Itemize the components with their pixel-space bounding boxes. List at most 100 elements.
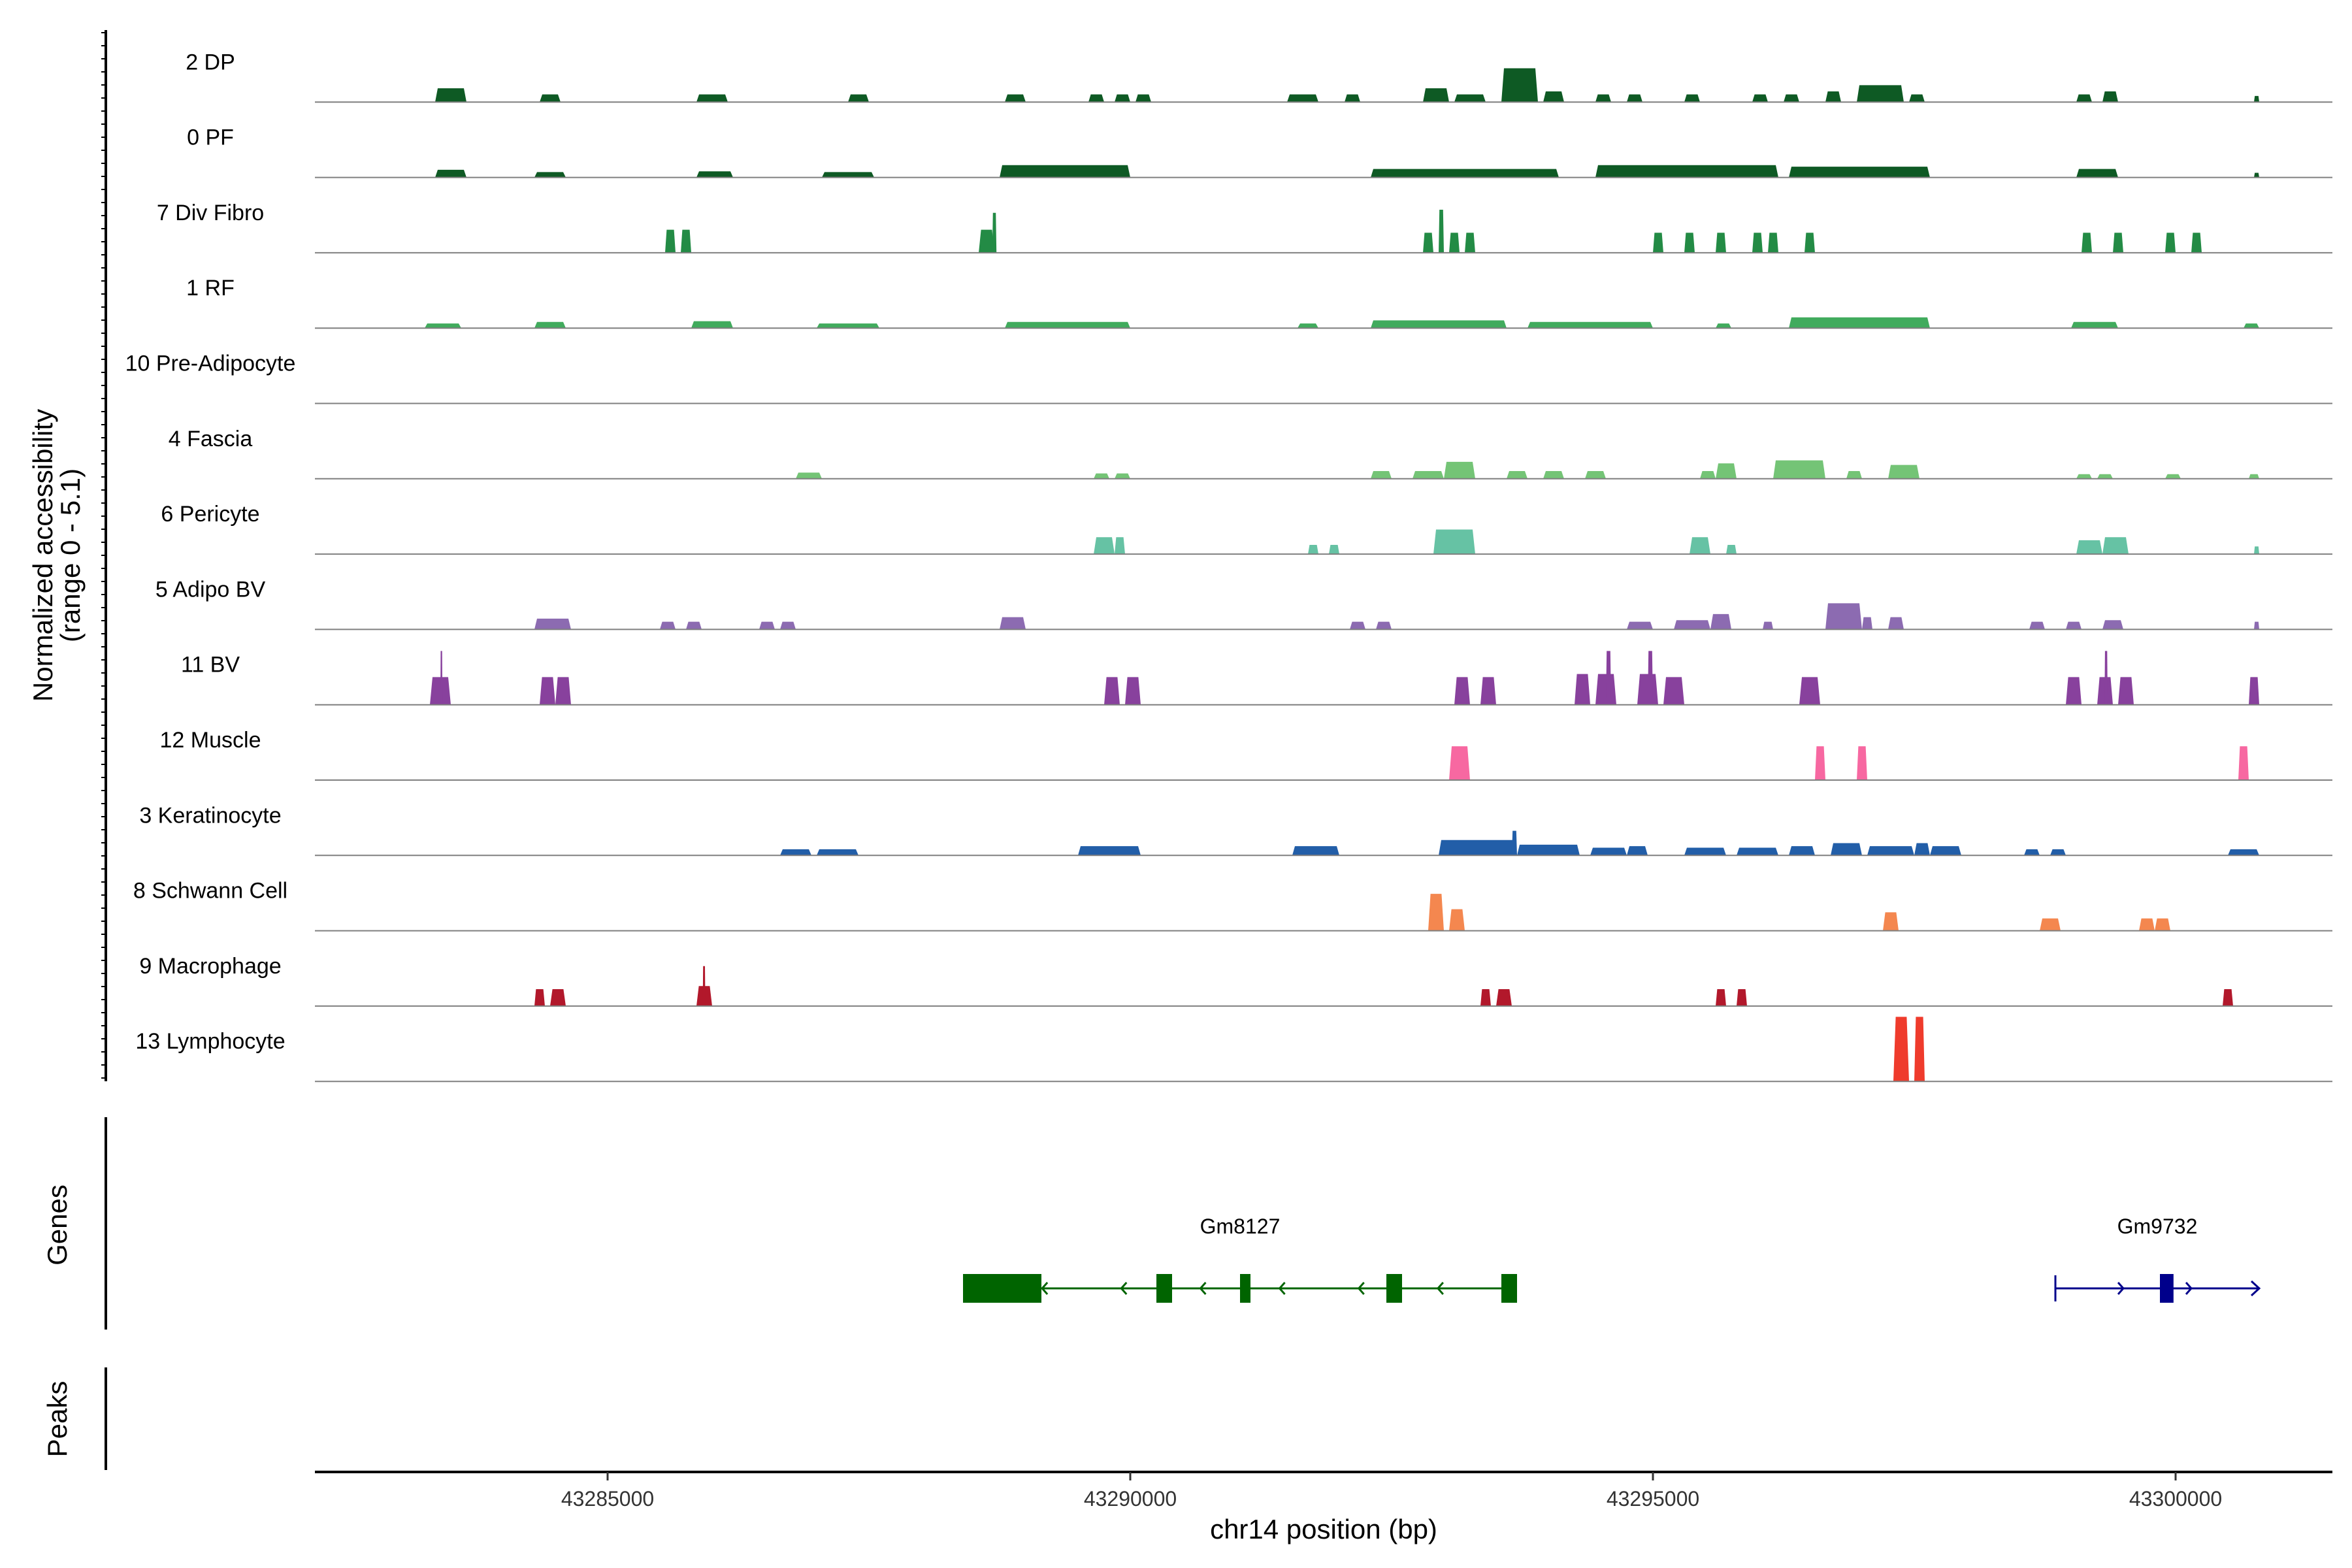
accessibility-peak <box>1371 169 1559 178</box>
strand-arrow <box>1357 1282 1365 1295</box>
accessibility-peak <box>1465 233 1475 253</box>
accessibility-peak <box>1789 317 1930 329</box>
accessibility-peak <box>2165 474 2181 479</box>
track-label: 13 Lymphocyte <box>135 1029 285 1054</box>
track-label: 10 Pre-Adipocyte <box>125 351 296 376</box>
accessibility-peak <box>665 229 676 253</box>
gene-exon <box>1501 1274 1517 1303</box>
accessibility-peak <box>691 321 733 329</box>
accessibility-peak <box>430 677 451 705</box>
accessibility-peak <box>1585 471 1606 479</box>
accessibility-peak <box>2050 849 2066 856</box>
accessibility-peak <box>534 618 571 630</box>
gene-name-label: Gm9732 <box>2117 1215 2198 1238</box>
accessibility-peak <box>1726 544 1737 555</box>
accessibility-peak <box>1637 674 1658 705</box>
track-4-fascia: 4 Fascia <box>169 427 2332 480</box>
accessibility-peak <box>2155 918 2170 931</box>
x-tick-label: 43285000 <box>561 1487 654 1511</box>
accessibility-peak <box>696 94 728 103</box>
accessibility-peak <box>2071 321 2118 329</box>
accessibility-peak <box>1648 651 1653 705</box>
accessibility-peak <box>1716 323 1731 329</box>
track-label: 2 DP <box>186 50 235 74</box>
peaks-panel-label: Peaks <box>42 1381 73 1458</box>
accessibility-peak <box>979 229 994 253</box>
accessibility-peak <box>696 171 733 178</box>
track-2-dp: 2 DP <box>186 50 2332 103</box>
accessibility-peak <box>1627 621 1653 630</box>
coverage-tracks: 2 DP 0 PF 7 Div Fibro 1 RF 10 Pre-Adipocyte 4… <box>125 50 2332 1083</box>
track-label: 0 PF <box>187 125 234 150</box>
accessibility-peak <box>2097 474 2113 479</box>
accessibility-peak <box>848 94 869 103</box>
accessibility-peak <box>1104 677 1120 705</box>
gene-name-label: Gm8127 <box>1200 1215 1281 1238</box>
track-label: 11 BV <box>181 653 240 678</box>
accessibility-peak <box>1888 617 1904 630</box>
accessibility-peak <box>1763 621 1773 630</box>
track-label: 7 Div Fibro <box>157 201 264 225</box>
track-label: 12 Muscle <box>160 728 261 753</box>
accessibility-peak <box>1606 651 1611 705</box>
accessibility-peak <box>2191 233 2202 253</box>
track-13-lymphocyte: 13 Lymphocyte <box>135 1017 2332 1083</box>
accessibility-peak <box>1815 746 1825 780</box>
track-label: 4 Fascia <box>169 427 253 451</box>
accessibility-peak <box>1115 473 1130 479</box>
accessibility-peak <box>1831 843 1862 856</box>
y-axis-title: Normalized accessibility <box>27 409 58 702</box>
accessibility-peak <box>1684 233 1695 253</box>
gene-gm8127: Gm8127 <box>963 1215 1517 1303</box>
accessibility-peak <box>1005 321 1130 329</box>
accessibility-peak <box>2066 677 2082 705</box>
accessibility-peak <box>1716 989 1726 1006</box>
accessibility-peak <box>1595 165 1778 178</box>
accessibility-peak <box>1674 620 1710 630</box>
accessibility-peak <box>1690 537 1710 555</box>
accessibility-peak <box>1413 471 1444 479</box>
accessibility-peak <box>2102 537 2129 555</box>
track-9-macrophage: 9 Macrophage <box>139 954 2332 1007</box>
accessibility-peak <box>540 94 561 103</box>
accessibility-peak <box>1700 471 1716 479</box>
accessibility-peak <box>2066 621 2082 630</box>
accessibility-peak <box>1496 989 1512 1006</box>
accessibility-peak <box>1115 537 1125 555</box>
accessibility-peak <box>2254 546 2259 555</box>
accessibility-peak <box>425 323 461 329</box>
accessibility-peak <box>555 677 571 705</box>
accessibility-peak <box>1517 844 1580 856</box>
accessibility-peak <box>1449 233 1460 253</box>
accessibility-peak <box>1857 85 1904 103</box>
accessibility-peak <box>2104 651 2108 705</box>
track-1-rf: 1 RF <box>186 276 2332 329</box>
accessibility-peak <box>1716 233 1726 253</box>
gene-exon <box>963 1274 1041 1303</box>
x-axis-title: chr14 position (bp) <box>1210 1514 1437 1544</box>
x-tick-label: 43300000 <box>2129 1487 2222 1511</box>
accessibility-peak <box>780 621 796 630</box>
accessibility-peak <box>1768 233 1778 253</box>
track-6-pericyte: 6 Pericyte <box>161 502 2332 555</box>
accessibility-peak <box>817 323 879 329</box>
track-3-keratinocyte: 3 Keratinocyte <box>139 803 2332 857</box>
accessibility-peak <box>534 989 545 1006</box>
accessibility-peak <box>1135 94 1151 103</box>
accessibility-peak <box>686 621 702 630</box>
gene-gm9732: Gm9732 <box>2054 1215 2261 1303</box>
track-8-schwann-cell: 8 Schwann Cell <box>133 879 2332 932</box>
accessibility-peak <box>1867 846 1914 856</box>
accessibility-peak <box>1350 621 1365 630</box>
accessibility-peak <box>2102 620 2123 630</box>
accessibility-peak <box>1888 465 1919 479</box>
accessibility-peak <box>1930 846 1961 856</box>
strand-arrow <box>1278 1282 1286 1295</box>
gene-exon <box>1240 1274 1250 1303</box>
accessibility-peak <box>1115 94 1130 103</box>
track-label: 3 Keratinocyte <box>139 803 281 828</box>
accessibility-peak <box>534 172 566 178</box>
accessibility-peak <box>435 88 466 103</box>
accessibility-peak <box>1449 746 1470 780</box>
